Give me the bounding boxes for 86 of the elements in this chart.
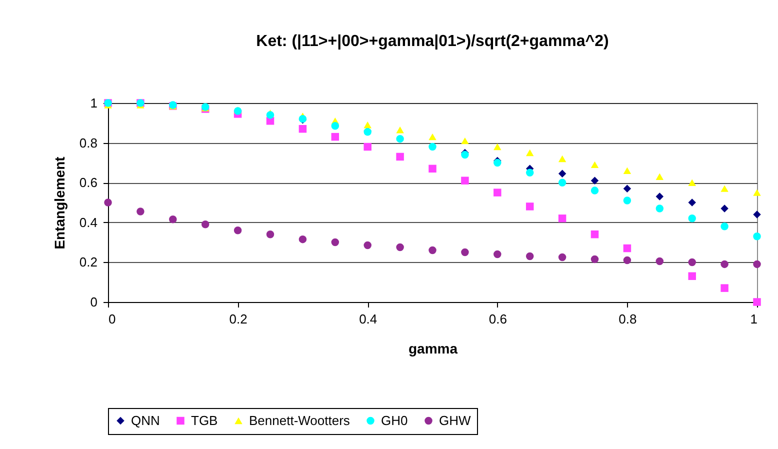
point	[623, 244, 632, 252]
point	[688, 272, 696, 280]
point	[396, 134, 404, 143]
point	[656, 257, 664, 266]
point	[688, 258, 696, 266]
point	[298, 235, 307, 244]
point	[558, 155, 566, 162]
point	[558, 178, 566, 186]
point	[461, 176, 469, 184]
point	[169, 216, 177, 224]
point	[396, 126, 404, 134]
point	[720, 222, 728, 230]
x-axis-title: gamma	[408, 340, 458, 356]
point	[526, 149, 534, 156]
y-tick-label: 0.6	[79, 175, 98, 190]
point	[688, 214, 696, 222]
point	[494, 143, 502, 150]
point	[753, 210, 761, 218]
point	[656, 204, 664, 212]
point	[753, 232, 761, 240]
point	[331, 238, 340, 246]
point	[201, 220, 210, 228]
point	[558, 170, 566, 178]
point	[266, 230, 274, 238]
point	[428, 164, 436, 173]
point	[720, 204, 728, 212]
point	[656, 192, 664, 200]
x-tick-label: 0.8	[618, 312, 637, 326]
y-tick-label: 0.8	[79, 135, 98, 150]
y-tick-label: 0.2	[79, 254, 98, 270]
legend-label: GHW	[439, 412, 472, 428]
legend-label: TGB	[191, 412, 218, 428]
x-tick-label: 1	[750, 312, 758, 326]
point	[234, 226, 242, 234]
point	[623, 167, 632, 174]
point	[461, 248, 469, 256]
point	[298, 124, 307, 133]
point	[461, 137, 469, 144]
point	[623, 256, 632, 264]
point	[656, 173, 664, 180]
point	[364, 122, 372, 128]
point	[590, 176, 599, 184]
chart-title: Ket: (|11>+|00>+gamma|01>)/sqrt(2+gamma^2)	[256, 33, 609, 50]
point	[720, 284, 728, 292]
point	[688, 179, 696, 186]
point	[494, 250, 502, 258]
point	[526, 252, 534, 260]
point	[104, 198, 112, 206]
point	[590, 161, 599, 168]
point	[558, 253, 566, 262]
x-tick-label: 0	[108, 312, 116, 326]
y-tick-label: 0	[90, 294, 98, 310]
point	[688, 198, 696, 206]
point	[331, 132, 340, 141]
y-axis-title: Entanglement	[51, 156, 68, 250]
point	[526, 168, 534, 177]
point	[558, 214, 566, 222]
legend-label: GH0	[381, 412, 408, 428]
point	[590, 186, 599, 194]
y-tick-label: 0.4	[79, 214, 98, 230]
point	[136, 208, 144, 216]
x-tick-label: 0.6	[488, 312, 507, 326]
x-tick-label: 0.2	[229, 312, 248, 326]
point	[753, 260, 761, 268]
point	[364, 241, 372, 250]
point	[720, 185, 728, 192]
point	[590, 230, 599, 238]
point	[623, 196, 632, 204]
point	[428, 142, 436, 151]
legend-label: Bennett-Wootters	[249, 412, 350, 428]
point	[590, 255, 599, 264]
point	[331, 122, 340, 130]
point	[526, 202, 534, 210]
x-tick-label: 0.4	[359, 312, 378, 326]
point	[753, 189, 761, 196]
y-tick-label: 1	[90, 96, 98, 110]
point	[364, 142, 372, 151]
point	[428, 246, 436, 254]
point	[623, 184, 632, 192]
point	[396, 243, 404, 252]
point	[266, 111, 274, 119]
point	[428, 133, 436, 140]
point	[720, 260, 728, 268]
point	[396, 152, 404, 161]
point	[494, 188, 502, 196]
legend-label: QNN	[131, 412, 160, 428]
